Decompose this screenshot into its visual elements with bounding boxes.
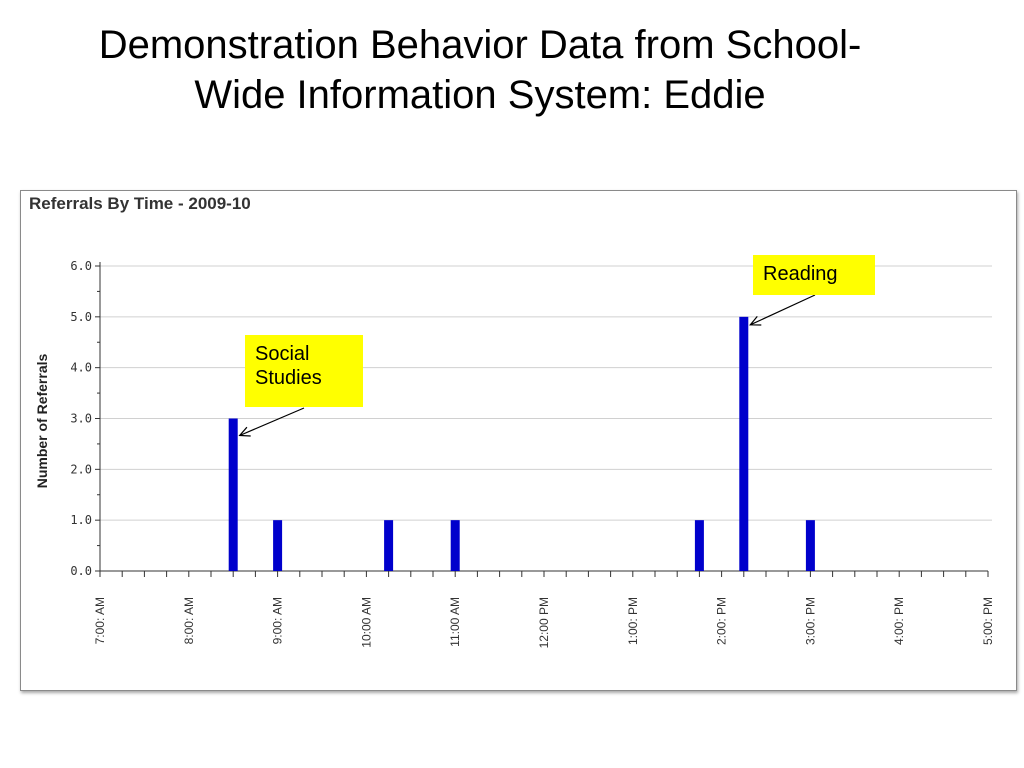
y-tick-label: 3.0 (70, 412, 92, 426)
x-tick-label: 10:00 AM (359, 597, 373, 648)
callout-arrow (239, 407, 305, 437)
x-tick-label: 12:00 PM (537, 597, 551, 648)
y-axis-label: Number of Referrals (34, 353, 50, 488)
bar (450, 520, 460, 571)
chart-title: Referrals By Time - 2009-10 (29, 194, 251, 213)
callout-social-studies: Social Studies (245, 335, 363, 407)
y-tick-label: 2.0 (70, 462, 92, 476)
bars (228, 316, 815, 571)
bar (739, 316, 749, 571)
callout-arrowhead (749, 315, 762, 326)
x-tick-label: 2:00: PM (715, 597, 729, 645)
slide-title-line-1: Demonstration Behavior Data from School- (98, 23, 862, 67)
y-tick-label: 4.0 (70, 361, 92, 375)
y-tick-label: 1.0 (70, 513, 92, 527)
x-tick-label: 4:00: PM (892, 597, 906, 645)
axes: 0.0 1.0 2.0 3.0 4.0 5.0 6.0 7:00: AM 8:00: AM 9:0… (70, 259, 995, 648)
callout-arrowhead (238, 426, 251, 437)
bar (273, 520, 283, 571)
slide-title: Demonstration Behavior Data from School-… (0, 20, 960, 120)
x-tick-label: 9:00: AM (271, 597, 285, 644)
x-tick-label: 7:00: AM (93, 597, 107, 644)
x-tick-label: 8:00: AM (182, 597, 196, 644)
x-tick-label: 1:00: PM (626, 597, 640, 645)
bar (384, 520, 394, 571)
x-tick-label: 3:00: PM (803, 597, 817, 645)
x-tick-label: 5:00: PM (981, 597, 995, 645)
bar (694, 520, 704, 571)
callout-reading: Reading (753, 255, 875, 295)
y-tick-label: 6.0 (70, 259, 92, 273)
callout-arrow (750, 294, 816, 326)
y-tick-label: 5.0 (70, 310, 92, 324)
x-tick-label: 11:00 AM (448, 597, 462, 647)
bar (228, 418, 238, 571)
y-tick-label: 0.0 (70, 564, 92, 578)
slide-title-line-2: Wide Information System: Eddie (194, 73, 766, 117)
bar (805, 520, 815, 571)
callout-arrows (238, 294, 816, 437)
